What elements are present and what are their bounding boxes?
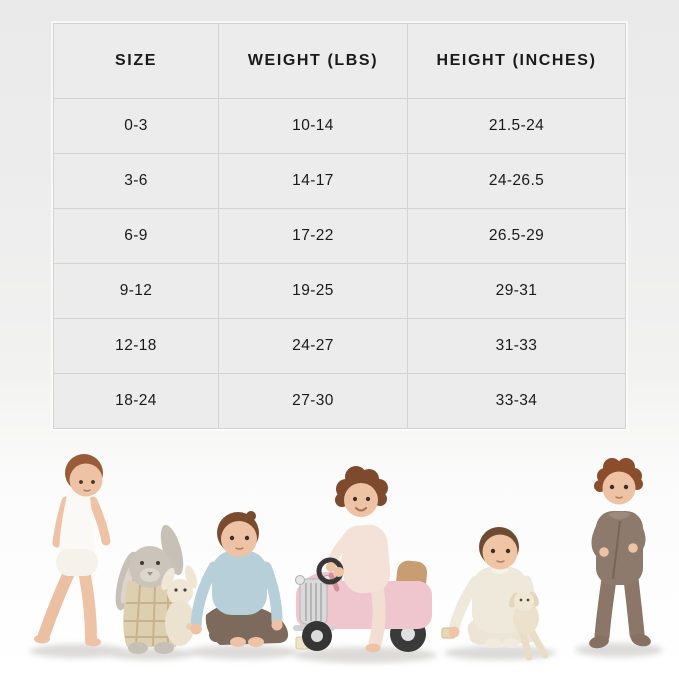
cell-size: 18-24: [53, 373, 219, 429]
babies-photo: [30, 454, 663, 663]
table-row: 0-3 10-14 21.5-24: [53, 98, 626, 154]
cell-weight: 10-14: [218, 98, 408, 154]
table-row: 18-24 27-30 33-34: [53, 373, 626, 429]
table-row: 9-12 19-25 29-31: [53, 263, 626, 319]
cell-weight: 27-30: [218, 373, 408, 429]
header-weight: WEIGHT (LBS): [218, 23, 408, 99]
cell-weight: 14-17: [218, 153, 408, 209]
cell-size: 9-12: [53, 263, 219, 319]
baby-sitting-cream: [441, 527, 549, 661]
toddler-standing-white-tank: [34, 454, 111, 647]
car-body: [296, 581, 432, 629]
cell-height: 21.5-24: [407, 98, 626, 154]
plush-bunnies: [115, 524, 198, 654]
cell-height: 26.5-29: [407, 208, 626, 264]
cell-height: 29-31: [407, 263, 626, 319]
plush-lamb: [509, 591, 549, 661]
header-row: SIZE WEIGHT (LBS) HEIGHT (INCHES): [53, 23, 626, 99]
cell-weight: 24-27: [218, 318, 408, 374]
table-row: 12-18 24-27 31-33: [53, 318, 626, 374]
cell-height: 33-34: [407, 373, 626, 429]
toddler-on-ride-on-car: [293, 466, 432, 653]
cell-size: 3-6: [53, 153, 219, 209]
cell-weight: 19-25: [218, 263, 408, 319]
toddler-standing-brown-onesie: [589, 458, 651, 649]
cell-size: 0-3: [53, 98, 219, 154]
car-grille: [299, 578, 328, 625]
table-row: 6-9 17-22 26.5-29: [53, 208, 626, 264]
baby-sitting-blue: [185, 511, 324, 651]
cell-size: 12-18: [53, 318, 219, 374]
header-height: HEIGHT (INCHES): [407, 23, 626, 99]
cell-size: 6-9: [53, 208, 219, 264]
cell-weight: 17-22: [218, 208, 408, 264]
header-size: SIZE: [53, 23, 219, 99]
floor-shadows: [30, 643, 663, 663]
table-row: 3-6 14-17 24-26.5: [53, 153, 626, 209]
cell-height: 24-26.5: [407, 153, 626, 209]
size-chart-table: SIZE WEIGHT (LBS) HEIGHT (INCHES) 0-3 10…: [51, 21, 628, 431]
cell-height: 31-33: [407, 318, 626, 374]
